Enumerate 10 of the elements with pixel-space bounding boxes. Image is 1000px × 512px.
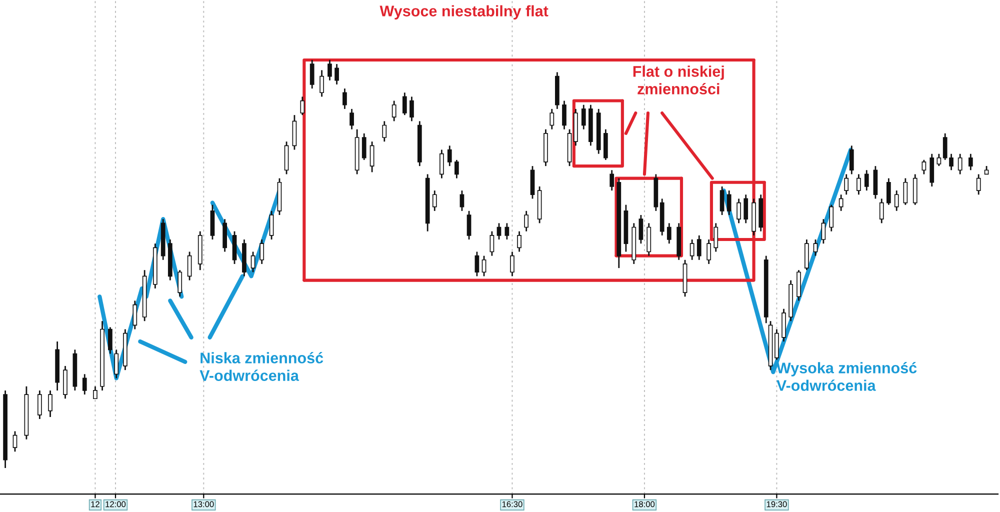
chart-title: Wysoce niestabilny flat [380, 5, 548, 20]
annotation: Niska zmienność V-odwrócenia [200, 352, 324, 381]
x-tick-label: 19:30 [766, 501, 787, 508]
x-tick-label: 12:00 [106, 501, 126, 508]
x-tick-label: 16:30 [502, 501, 522, 508]
annotation: Flat o niskiej zmienności [633, 66, 724, 94]
x-tick-label: 13:00 [194, 501, 214, 508]
annotation: Wysoka zmienność V-odwrócenia [776, 362, 917, 391]
x-tick-label: 18:00 [634, 501, 655, 508]
x-tick-label: 12 [91, 501, 100, 508]
